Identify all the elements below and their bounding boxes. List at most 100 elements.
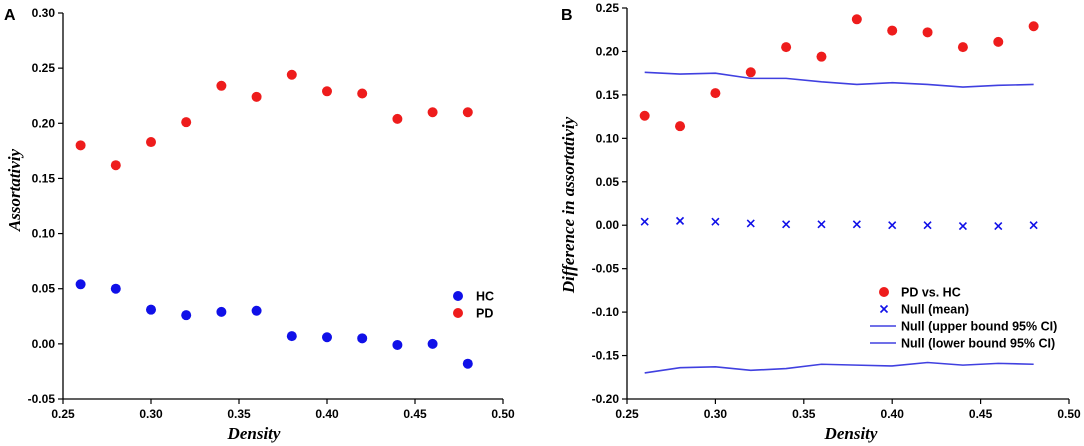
point-pd <box>286 69 297 80</box>
point-pd-vs-hc <box>887 25 898 36</box>
y-tick-label: 0.00 <box>32 337 56 351</box>
point-hc <box>357 333 368 344</box>
panel-a-x-axis: 0.25 0.30 0.35 0.40 0.45 0.50 <box>51 399 515 421</box>
legend-label-null-upper-bound-95-ci: Null (upper bound 95% CI) <box>901 320 1057 334</box>
panel-b-marks <box>639 14 1039 374</box>
point-hc <box>322 332 332 343</box>
y-tick-label: 0.25 <box>596 1 620 15</box>
panel-b-label: B <box>561 7 573 24</box>
y-tick-label: 0.20 <box>596 44 620 58</box>
point-pd <box>427 107 438 118</box>
y-tick-label: -0.05 <box>592 262 620 276</box>
point-null-mean <box>817 220 826 229</box>
point-null-mean <box>1029 221 1038 230</box>
x-stroke <box>852 220 861 229</box>
x-stroke <box>879 304 889 314</box>
panel-a-x-title: Density <box>227 424 281 443</box>
point-hc <box>462 358 473 369</box>
point-null-mean <box>782 220 791 229</box>
x-tick-label: 0.25 <box>51 407 75 421</box>
point-null-mean <box>994 222 1003 231</box>
panel-a-y-axis: -0.05 0.00 0.05 0.10 0.15 0.20 0.25 0.30 <box>28 6 63 406</box>
panel-a: A -0.05 0.00 0.05 0.10 0.15 0.20 0.25 0.30 0.25… <box>4 6 515 443</box>
y-tick-label: 0.05 <box>596 175 620 189</box>
point-pd <box>322 86 332 97</box>
point-pd <box>146 137 156 148</box>
x-tick-label: 0.40 <box>881 407 905 421</box>
x-stroke <box>958 222 967 231</box>
point-hc <box>392 339 403 350</box>
point-null-mean <box>675 216 685 225</box>
point-pd <box>251 91 262 102</box>
y-tick-label: 0.00 <box>596 218 620 232</box>
legend-marker-pd-vs-hc <box>879 287 889 297</box>
point-null-mean <box>746 219 755 228</box>
point-hc <box>251 305 262 316</box>
y-tick-label: 0.25 <box>32 61 56 75</box>
x-tick-label: 0.50 <box>491 407 515 421</box>
x-stroke <box>1029 221 1038 230</box>
legend-label-null-lower-bound-95-ci: Null (lower bound 95% CI) <box>901 337 1055 351</box>
legend-marker-hc <box>453 291 463 301</box>
x-tick-label: 0.40 <box>315 407 339 421</box>
x-stroke <box>782 220 791 229</box>
point-null-mean <box>711 217 720 226</box>
x-stroke <box>994 222 1003 231</box>
x-stroke <box>640 217 649 226</box>
panel-a-marks <box>75 69 473 369</box>
x-tick-label: 0.35 <box>227 407 251 421</box>
y-tick-label: 0.05 <box>32 282 56 296</box>
point-pd-vs-hc <box>816 51 827 62</box>
x-stroke <box>817 220 826 229</box>
panel-b-y-title: Difference in assortativiy <box>559 116 578 294</box>
legend-label-null-mean: Null (mean) <box>901 303 969 317</box>
y-tick-label: 0.10 <box>32 227 56 241</box>
panel-b: B -0.20 -0.15 -0.10 -0.05 0.00 0.05 0.10 0.15 0.… <box>559 1 1081 443</box>
point-pd <box>216 80 227 91</box>
panel-b-x-title: Density <box>824 424 878 443</box>
panel-a-label: A <box>4 7 16 24</box>
y-tick-label: 0.15 <box>596 88 620 102</box>
point-pd-vs-hc <box>710 88 721 99</box>
point-pd <box>110 160 121 171</box>
x-tick-label: 0.30 <box>704 407 728 421</box>
point-hc <box>181 310 192 321</box>
point-pd-vs-hc <box>675 121 686 132</box>
x-stroke <box>746 219 755 228</box>
x-stroke <box>923 221 932 230</box>
point-hc <box>427 338 438 349</box>
y-tick-label: 0.30 <box>32 6 56 20</box>
point-pd <box>357 88 368 99</box>
panel-b-y-axis: -0.20 -0.15 -0.10 -0.05 0.00 0.05 0.10 0.15 0.20… <box>592 1 627 406</box>
y-tick-label: 0.20 <box>32 116 56 130</box>
point-null-mean <box>958 222 967 231</box>
panel-b-legend: PD vs. HC Null (mean) Null (upper bound 95… <box>870 286 1057 351</box>
y-tick-label: -0.20 <box>592 392 620 406</box>
y-tick-label: 0.15 <box>32 171 56 185</box>
point-hc <box>110 283 121 294</box>
legend-label-hc: HC <box>476 290 494 304</box>
x-tick-label: 0.50 <box>1057 407 1081 421</box>
point-pd-vs-hc <box>922 27 933 38</box>
point-pd-vs-hc <box>745 67 756 78</box>
y-tick-label: 0.10 <box>596 131 620 145</box>
x-tick-label: 0.25 <box>615 407 639 421</box>
series-line-null-upper-bound-95-ci <box>644 71 1034 88</box>
point-hc <box>286 331 297 342</box>
series-line-null-lower-bound-95-ci <box>644 361 1034 374</box>
point-pd-vs-hc <box>781 42 792 53</box>
panel-b-x-axis: 0.25 0.30 0.35 0.40 0.45 0.50 <box>615 399 1081 421</box>
panel-a-legend: HC PD <box>453 290 494 321</box>
y-tick-label: -0.10 <box>592 305 620 319</box>
y-tick-label: -0.15 <box>592 349 620 363</box>
point-null-mean <box>640 217 649 226</box>
point-null-mean <box>923 221 932 230</box>
point-pd <box>75 140 86 151</box>
x-tick-label: 0.45 <box>403 407 427 421</box>
point-pd-vs-hc <box>639 110 650 121</box>
point-pd <box>392 113 403 124</box>
point-null-mean <box>888 221 897 230</box>
x-tick-label: 0.45 <box>969 407 993 421</box>
point-hc <box>216 306 227 317</box>
